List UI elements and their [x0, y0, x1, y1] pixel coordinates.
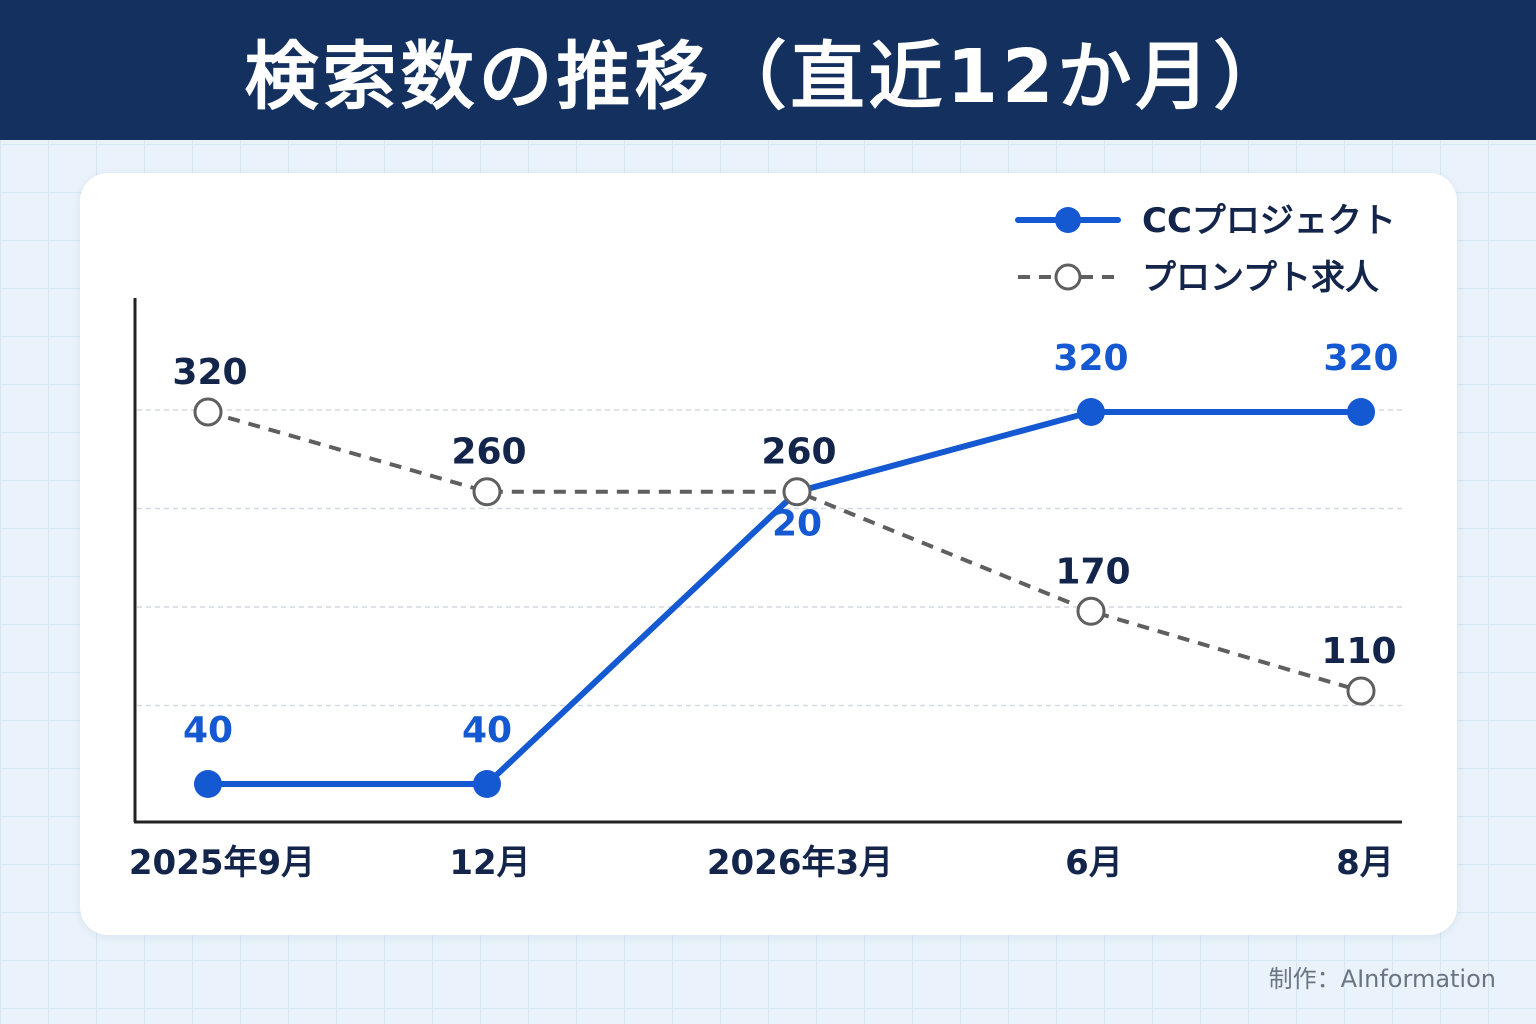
point-cc	[1077, 398, 1105, 426]
point-cc	[473, 770, 501, 798]
legend-prompt-marker	[1054, 263, 1082, 291]
x-tick-label: 2025年9月	[129, 843, 315, 883]
value-label-prompt: 260	[451, 432, 526, 473]
series-line-prompt	[207, 410, 1362, 693]
credit-text: 制作：AInformation	[1268, 965, 1496, 993]
chart-card	[80, 173, 1457, 935]
legend-cc-label: CCプロジェクト	[1142, 201, 1396, 241]
point-prompt	[1076, 596, 1106, 626]
value-label-prompt: 170	[1055, 551, 1130, 592]
value-label-cc: 40	[183, 710, 233, 751]
point-cc	[194, 770, 222, 798]
x-tick-label: 8月	[1336, 843, 1394, 883]
value-label-cc: 40	[462, 710, 512, 751]
x-tick-label: 12月	[449, 843, 530, 883]
value-label-prompt: 320	[172, 352, 247, 393]
page-title: 検索数の推移（直近12か月）	[244, 33, 1292, 120]
legend-prompt-label: プロンプト求人	[1142, 258, 1379, 298]
point-prompt	[193, 397, 223, 427]
point-prompt	[782, 477, 812, 507]
title-banner: 検索数の推移（直近12か月）	[0, 0, 1536, 140]
value-label-prompt: 260	[761, 432, 836, 473]
value-label-cc: 320	[1053, 338, 1128, 379]
value-label-prompt: 110	[1321, 631, 1396, 672]
value-label-cc: 320	[1323, 338, 1398, 379]
x-tick-label: 2026年3月	[707, 843, 893, 883]
value-label-cc: 20	[772, 504, 822, 545]
legend-cc-marker	[1055, 207, 1081, 233]
point-prompt	[472, 477, 502, 507]
x-tick-label: 6月	[1065, 843, 1123, 883]
point-cc	[1347, 398, 1375, 426]
point-prompt	[1346, 676, 1376, 706]
